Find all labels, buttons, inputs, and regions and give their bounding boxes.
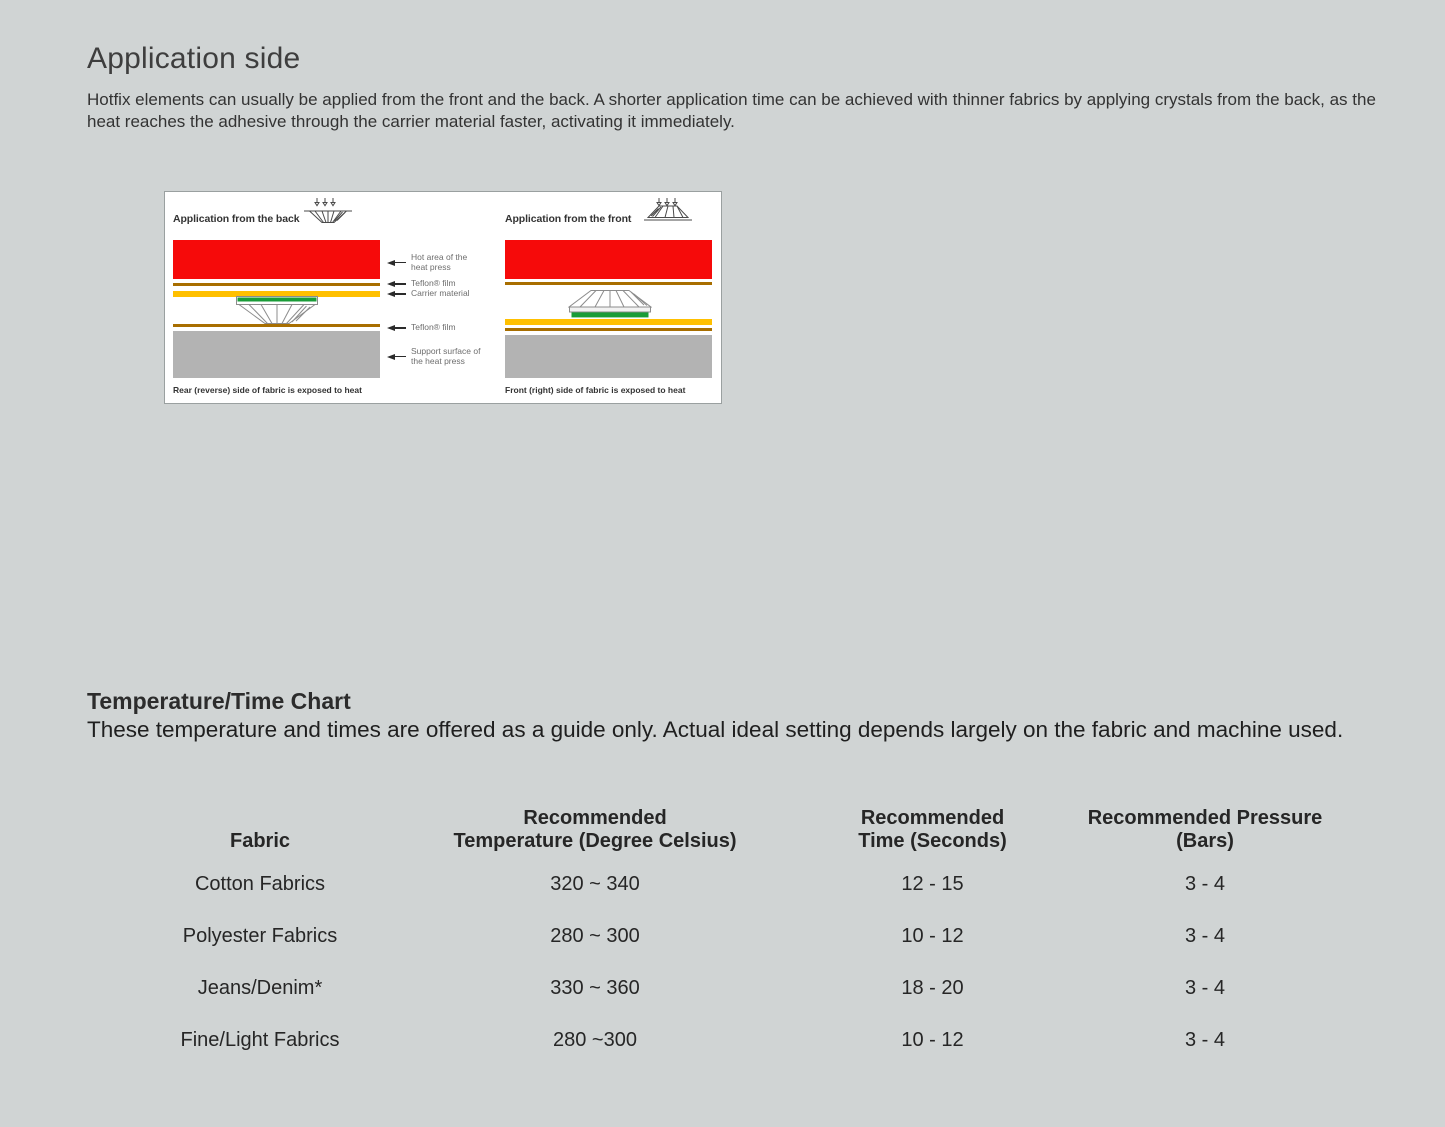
table-cell-temperature: 280 ~300 xyxy=(553,1029,637,1051)
intro-paragraph: Hotfix elements can usually be applied f… xyxy=(87,90,1376,131)
crystal-point-up-illustration xyxy=(568,290,652,318)
back-teflon-film-bottom-layer xyxy=(173,324,380,327)
carrier-material-label-text: Carrier material xyxy=(411,288,470,298)
arrow-line xyxy=(395,326,406,329)
arrow-line xyxy=(395,292,406,295)
table-cell-fabric: Fine/Light Fabrics xyxy=(180,1029,340,1051)
temperature-time-table: Fabric Recommended Temperature (Degree C… xyxy=(130,803,1345,1061)
table-cell-pressure: 3 - 4 xyxy=(1184,925,1226,947)
column-header-temperature: Recommended Temperature (Degree Celsius) xyxy=(453,807,737,852)
table-cell-fabric: Polyester Fabrics xyxy=(182,925,338,947)
table-cell-temperature: 320 ~ 340 xyxy=(550,873,640,895)
support-surface-label: Support surface of the heat press xyxy=(387,346,485,366)
table-cell-temperature: 280 ~ 300 xyxy=(550,925,640,947)
left-arrow-icon xyxy=(387,259,395,266)
support-surface-label-text: Support surface of the heat press xyxy=(411,346,481,366)
left-arrow-icon xyxy=(387,280,395,287)
table-cell-pressure: 3 - 4 xyxy=(1184,873,1226,895)
front-carrier-material-layer xyxy=(505,319,712,325)
back-panel-caption: Rear (reverse) side of fabric is exposed… xyxy=(173,385,362,395)
application-side-diagram: Application from the back Application fr… xyxy=(164,191,722,404)
back-teflon-film-top-layer xyxy=(173,283,380,286)
table-cell-pressure: 3 - 4 xyxy=(1184,1029,1226,1051)
table-cell-time: 12 - 15 xyxy=(901,873,964,895)
page-title: Application side xyxy=(87,42,301,75)
crystal-face-down-heat-icon xyxy=(304,198,352,223)
table-cell-temperature: 330 ~ 360 xyxy=(550,977,640,999)
table-cell-fabric: Cotton Fabrics xyxy=(194,873,326,895)
table-cell-pressure: 3 - 4 xyxy=(1184,977,1226,999)
teflon-film-label-text: Teflon® film xyxy=(411,322,456,332)
arrow-line xyxy=(395,355,406,358)
carrier-material-label: Carrier material xyxy=(387,288,470,299)
left-arrow-icon xyxy=(387,290,395,297)
hot-area-label: Hot area of the heat press xyxy=(387,252,485,272)
crystal-point-down-illustration xyxy=(236,296,318,324)
front-panel-title: Application from the front xyxy=(505,213,632,225)
back-panel-title: Application from the back xyxy=(173,213,300,225)
back-hot-area-layer xyxy=(173,240,380,279)
teflon-film-top-label: Teflon® film xyxy=(387,278,456,289)
temperature-time-chart-note: These temperature and times are offered … xyxy=(87,717,1344,742)
teflon-film-bottom-label: Teflon® film xyxy=(387,322,456,333)
crystal-face-up-heat-icon xyxy=(644,198,692,221)
arrow-line xyxy=(395,261,406,264)
temperature-time-chart-heading: Temperature/Time Chart xyxy=(87,688,351,714)
front-teflon-film-bottom-layer xyxy=(505,328,712,331)
front-panel-caption: Front (right) side of fabric is exposed … xyxy=(505,385,686,395)
hot-area-label-text: Hot area of the heat press xyxy=(411,252,468,272)
teflon-film-label-text: Teflon® film xyxy=(411,278,456,288)
table-cell-time: 18 - 20 xyxy=(901,977,964,999)
column-header-fabric: Fabric xyxy=(229,830,291,852)
front-teflon-film-top-layer xyxy=(505,282,712,285)
back-carrier-material-layer xyxy=(173,291,380,297)
back-support-surface-layer xyxy=(173,331,380,378)
table-cell-fabric: Jeans/Denim* xyxy=(197,977,323,999)
front-support-surface-layer xyxy=(505,335,712,378)
column-header-time: Recommended Time (Seconds) xyxy=(858,807,1007,852)
column-header-pressure: Recommended Pressure (Bars) xyxy=(1087,807,1323,852)
left-arrow-icon xyxy=(387,353,395,360)
table-cell-time: 10 - 12 xyxy=(901,925,964,947)
table-cell-time: 10 - 12 xyxy=(901,1029,964,1051)
arrow-line xyxy=(395,282,406,285)
front-hot-area-layer xyxy=(505,240,712,279)
left-arrow-icon xyxy=(387,324,395,331)
